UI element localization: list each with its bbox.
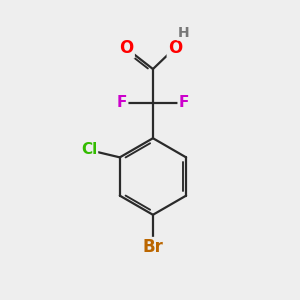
Text: F: F: [117, 95, 127, 110]
Text: Br: Br: [142, 238, 164, 256]
Text: Cl: Cl: [81, 142, 97, 158]
Text: O: O: [168, 39, 182, 57]
Text: H: H: [178, 26, 189, 40]
Text: F: F: [179, 95, 189, 110]
Text: O: O: [119, 39, 134, 57]
